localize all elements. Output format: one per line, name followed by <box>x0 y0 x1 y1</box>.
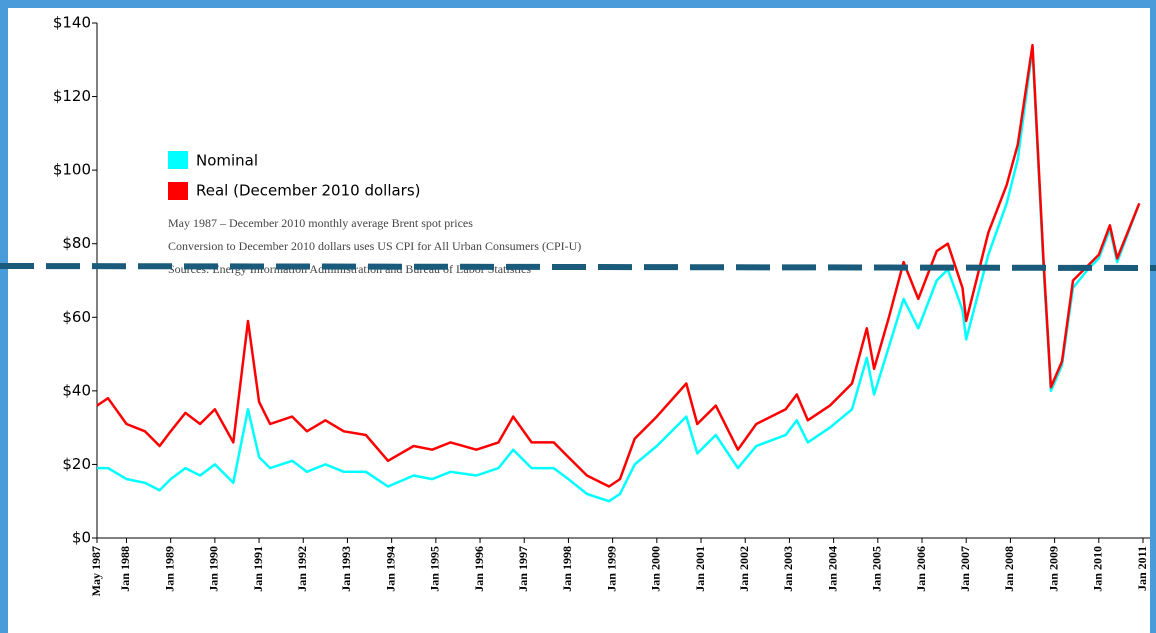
x-tick-label: Jan 2000 <box>649 546 663 592</box>
legend-label: Real (December 2010 dollars) <box>196 182 421 200</box>
plot-background <box>8 8 1150 633</box>
x-tick-label: Jan 1996 <box>472 546 486 592</box>
x-tick-label: Jan 1992 <box>295 546 309 592</box>
y-tick-label: $140 <box>53 14 91 32</box>
x-tick-label: Jan 1999 <box>604 546 618 592</box>
y-tick-label: $0 <box>72 529 91 547</box>
x-tick-label: Jan 2005 <box>870 546 884 592</box>
legend-swatch <box>168 182 188 200</box>
x-tick-label: Jan 1998 <box>560 546 574 592</box>
y-tick-label: $20 <box>62 455 91 473</box>
y-tick-label: $120 <box>53 87 91 105</box>
series-line <box>97 47 1141 503</box>
x-tick-label: Jan 2003 <box>781 546 795 592</box>
legend-label: Nominal <box>196 152 258 170</box>
x-tick-label: Jan 1989 <box>162 546 176 592</box>
x-tick-label: Jan 1997 <box>516 546 530 592</box>
x-tick-label: Jan 2001 <box>693 546 707 592</box>
x-tick-label: Jan 2011 <box>1135 546 1149 591</box>
x-tick-label: Jan 2008 <box>1002 546 1016 592</box>
x-tick-label: Jan 2006 <box>914 546 928 592</box>
x-tick-label: Jan 2004 <box>825 546 839 592</box>
x-tick-label: Jan 1991 <box>251 546 265 592</box>
note: Sources: Energy Information Administrati… <box>168 262 531 276</box>
note: May 1987 – December 2010 monthly average… <box>168 216 473 230</box>
x-tick-label: Jan 2002 <box>737 546 751 592</box>
x-tick-label: Jan 1988 <box>118 546 132 592</box>
x-tick-label: Jan 1994 <box>383 546 397 592</box>
note: Conversion to December 2010 dollars uses… <box>168 239 581 253</box>
y-tick-label: $100 <box>53 161 91 179</box>
x-tick-label: Jan 1990 <box>207 546 221 592</box>
y-tick-label: $80 <box>62 234 91 252</box>
legend-swatch <box>168 151 188 169</box>
x-tick-label: May 1987 <box>89 546 103 596</box>
x-tick-label: Jan 1993 <box>339 546 353 592</box>
series-line <box>96 43 1141 488</box>
y-tick-label: $60 <box>62 308 91 326</box>
x-tick-label: Jan 1995 <box>428 546 442 592</box>
x-tick-label: Jan 2007 <box>958 546 972 592</box>
y-tick-label: $40 <box>62 381 91 399</box>
x-tick-label: Jan 2009 <box>1046 546 1060 592</box>
x-tick-label: Jan 2010 <box>1091 546 1105 592</box>
